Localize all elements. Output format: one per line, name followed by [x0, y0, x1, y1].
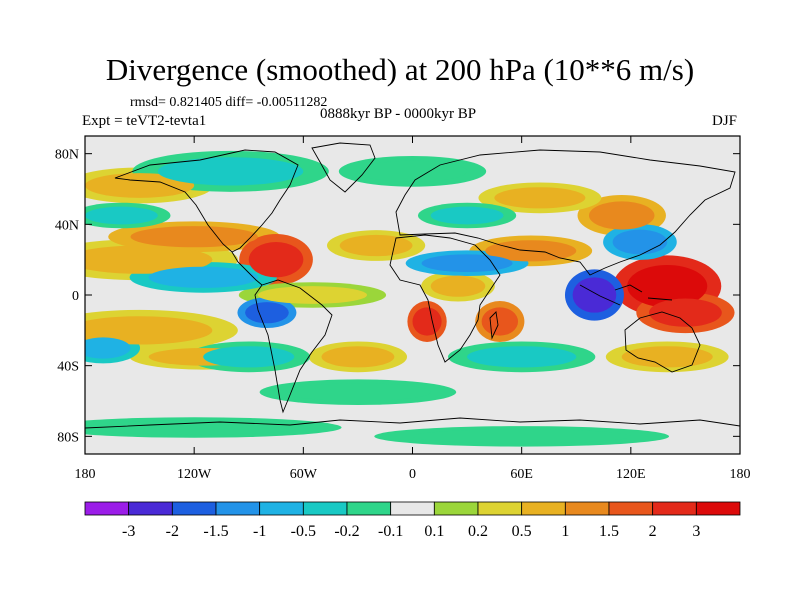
colorbar-label: -1.5: [203, 523, 228, 540]
region-15: [494, 187, 586, 209]
coastline-africa: [389, 234, 501, 363]
region-24: [203, 346, 295, 368]
x-tick-label: 60E: [510, 467, 533, 482]
region-1: [130, 226, 258, 248]
coastline-north-america: [114, 149, 299, 253]
colorbar-swatch: [171, 501, 217, 516]
colorbar-swatch: [390, 501, 435, 516]
coastline-indonesia: [579, 284, 673, 306]
region-18: [148, 266, 258, 288]
region-31: [430, 206, 504, 225]
x-tick-label: 0: [409, 467, 416, 482]
y-axis-ticks: 80N 40N 0 40S 80S: [55, 148, 740, 445]
x-tick-label: 180: [730, 467, 751, 482]
region-29: [85, 420, 304, 435]
region-28: [285, 383, 431, 401]
experiment-label: Expt = teVT2-tevta1: [82, 113, 207, 129]
y-tick-label: 80N: [55, 148, 79, 163]
colorbar-label: 0.1: [424, 523, 444, 540]
region-10: [85, 316, 213, 345]
colorbar-label: 1: [561, 523, 569, 540]
colorbar-label: 1.5: [599, 523, 619, 540]
region-14: [85, 173, 195, 198]
x-tick-label: 120E: [616, 467, 646, 482]
colorbar-label: -2: [166, 523, 179, 540]
region-20: [572, 277, 617, 313]
region-9: [481, 307, 519, 336]
coastline-south-america: [254, 279, 333, 414]
colorbar-swatch: [259, 501, 304, 516]
y-tick-label: 0: [72, 289, 79, 304]
region-30: [412, 429, 631, 444]
colorbar-label: -0.5: [291, 523, 316, 540]
region-32: [85, 206, 158, 225]
coastline-eurasia: [395, 149, 736, 276]
stats-text: rmsd= 0.821405 diff= -0.00511282: [130, 95, 328, 110]
colorbar-label: -0.1: [378, 523, 403, 540]
x-tick-label: 120W: [177, 467, 212, 482]
y-tick-label: 80S: [57, 430, 79, 445]
x-tick-label: 60W: [290, 467, 318, 482]
colorbar-label: 0.2: [468, 523, 488, 540]
coastline-central-america: [231, 251, 263, 286]
coastline-antarctica: [85, 417, 740, 429]
colorbar-swatch: [608, 501, 654, 516]
x-tick-label: 180: [75, 467, 96, 482]
coastline-madagascar: [489, 311, 499, 340]
colorbar-swatch: [346, 501, 392, 516]
season-label: DJF: [712, 113, 738, 129]
region-27: [357, 160, 468, 182]
region-0: [85, 245, 213, 274]
colorbar-swatch: [215, 501, 261, 516]
coastline-australia: [624, 311, 701, 373]
colorbar-swatch: [695, 501, 741, 516]
x-axis-ticks: 180 120W 60W 0 60E 120E 180: [75, 136, 751, 482]
colorbar-label: 3: [692, 523, 700, 540]
colorbar-label: -1: [253, 523, 266, 540]
colorbar-swatch: [302, 501, 348, 516]
region-22: [612, 229, 668, 255]
colorbar-swatch: [521, 501, 566, 516]
region-17: [430, 275, 486, 297]
colorbar-label: 0.5: [512, 523, 532, 540]
region-6: [627, 264, 708, 308]
colorbar-label: -3: [122, 523, 135, 540]
colorbar-label: 2: [649, 523, 657, 540]
y-tick-label: 40N: [55, 218, 79, 233]
coastline-layer: [85, 142, 740, 429]
coastline-greenland: [311, 142, 376, 193]
colorbar-swatch: [84, 501, 130, 516]
colorbar-swatch: [477, 501, 523, 516]
period-label: 0888kyr BP - 0000kyr BP: [320, 106, 477, 122]
region-26: [157, 157, 304, 186]
chart-title: Divergence (smoothed) at 200 hPa (10**6 …: [105, 52, 695, 87]
colorbar-swatch: [128, 501, 173, 516]
region-8: [412, 307, 442, 336]
region-12: [321, 346, 395, 368]
region-19: [421, 254, 513, 273]
region-5: [588, 201, 655, 230]
region-21: [245, 302, 289, 324]
colorbar-swatch: [564, 501, 610, 516]
region-7: [649, 298, 722, 327]
region-23: [85, 337, 131, 359]
colorbar-swatch: [433, 501, 479, 516]
region-3: [339, 234, 413, 257]
colorbar-label: -0.2: [334, 523, 359, 540]
y-tick-label: 40S: [57, 360, 79, 375]
region-13: [621, 346, 713, 368]
colorbar: -3 -2 -1.5 -1 -0.5 -0.2 -0.1 0.1 0.2 0.5 1 1.5 2 3: [84, 501, 741, 540]
region-2: [248, 241, 304, 278]
colorbar-swatch: [652, 501, 697, 516]
region-16: [257, 286, 368, 304]
region-25: [467, 346, 577, 368]
